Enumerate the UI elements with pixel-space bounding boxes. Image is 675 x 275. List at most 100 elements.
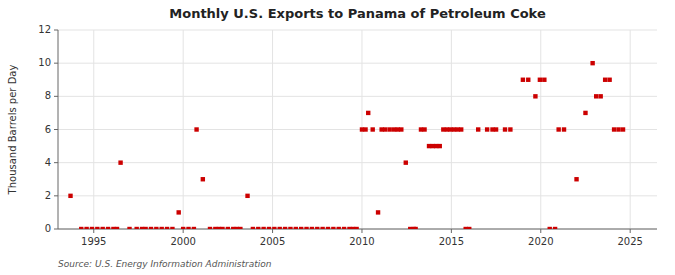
x-tick	[630, 229, 631, 233]
point	[186, 227, 190, 229]
point	[342, 227, 346, 229]
point	[331, 227, 335, 229]
point	[181, 227, 185, 229]
point	[278, 227, 282, 229]
x-tick-label: 2015	[439, 236, 464, 247]
point	[521, 78, 525, 82]
y-tick-label: 2	[45, 190, 51, 201]
y-grid-line	[58, 162, 657, 163]
x-tick-label: 2005	[260, 236, 285, 247]
point	[283, 227, 287, 229]
point	[134, 227, 138, 229]
point	[299, 227, 303, 229]
y-tick-label: 0	[45, 223, 51, 234]
y-tick	[54, 162, 58, 163]
x-tick	[93, 229, 94, 233]
x-tick	[183, 229, 184, 233]
y-axis-label: Thousand Barrels per Day	[7, 65, 18, 196]
point	[574, 177, 578, 181]
point	[160, 227, 164, 229]
point	[556, 127, 560, 131]
chart-container: 0246810121995200020052010201520202025Mon…	[0, 0, 675, 275]
point	[413, 227, 417, 229]
point	[337, 227, 341, 229]
y-tick	[54, 129, 58, 130]
y-tick	[54, 229, 58, 230]
x-tick-label: 2000	[170, 236, 195, 247]
x-tick-label: 2020	[528, 236, 553, 247]
x-grid-line	[272, 30, 273, 229]
point	[538, 78, 542, 82]
point	[526, 78, 530, 82]
x-grid-line	[630, 30, 631, 229]
point	[79, 227, 83, 229]
point	[553, 227, 557, 229]
point	[616, 127, 620, 131]
point	[387, 127, 391, 131]
y-tick-label: 12	[38, 24, 51, 35]
point	[594, 94, 598, 98]
point	[143, 227, 147, 229]
point	[598, 94, 602, 98]
source-note: Source: U.S. Energy Information Administ…	[58, 259, 272, 269]
y-grid-line	[58, 129, 657, 130]
y-tick	[54, 195, 58, 196]
y-tick-label: 4	[45, 157, 51, 168]
point	[363, 127, 367, 131]
point	[310, 227, 314, 229]
x-tick-label: 2010	[349, 236, 374, 247]
point	[245, 194, 249, 198]
point	[320, 227, 324, 229]
point	[422, 127, 426, 131]
point	[485, 127, 489, 131]
point	[438, 144, 442, 148]
point	[533, 94, 537, 98]
point	[494, 127, 498, 131]
x-tick-label: 1995	[81, 236, 106, 247]
point	[404, 160, 408, 164]
point	[118, 160, 122, 164]
point	[201, 177, 205, 181]
y-tick-label: 8	[45, 90, 51, 101]
point	[508, 127, 512, 131]
point	[399, 127, 403, 131]
point	[238, 227, 242, 229]
point	[267, 227, 271, 229]
point	[503, 127, 507, 131]
x-tick	[540, 229, 541, 233]
point	[272, 227, 276, 229]
point	[459, 127, 463, 131]
point	[326, 227, 330, 229]
point	[226, 227, 230, 229]
point	[288, 227, 292, 229]
point	[251, 227, 255, 229]
point	[192, 227, 196, 229]
point	[366, 111, 370, 115]
y-tick	[54, 30, 58, 31]
point	[95, 227, 99, 229]
point	[170, 227, 174, 229]
point	[383, 127, 387, 131]
point	[583, 111, 587, 115]
point	[208, 227, 212, 229]
point	[315, 227, 319, 229]
point	[370, 127, 374, 131]
x-tick	[361, 229, 362, 233]
point	[476, 127, 480, 131]
points	[68, 61, 625, 229]
point	[256, 227, 260, 229]
point	[165, 227, 169, 229]
y-grid-line	[58, 96, 657, 97]
x-grid-line	[540, 30, 541, 229]
point	[354, 227, 358, 229]
point	[101, 227, 105, 229]
y-tick	[54, 96, 58, 97]
point	[621, 127, 625, 131]
point	[612, 127, 616, 131]
title: Monthly U.S. Exports to Panama of Petrol…	[169, 6, 546, 21]
point	[115, 227, 119, 229]
point	[548, 227, 552, 229]
point	[376, 210, 380, 214]
point	[68, 194, 72, 198]
point	[154, 227, 158, 229]
